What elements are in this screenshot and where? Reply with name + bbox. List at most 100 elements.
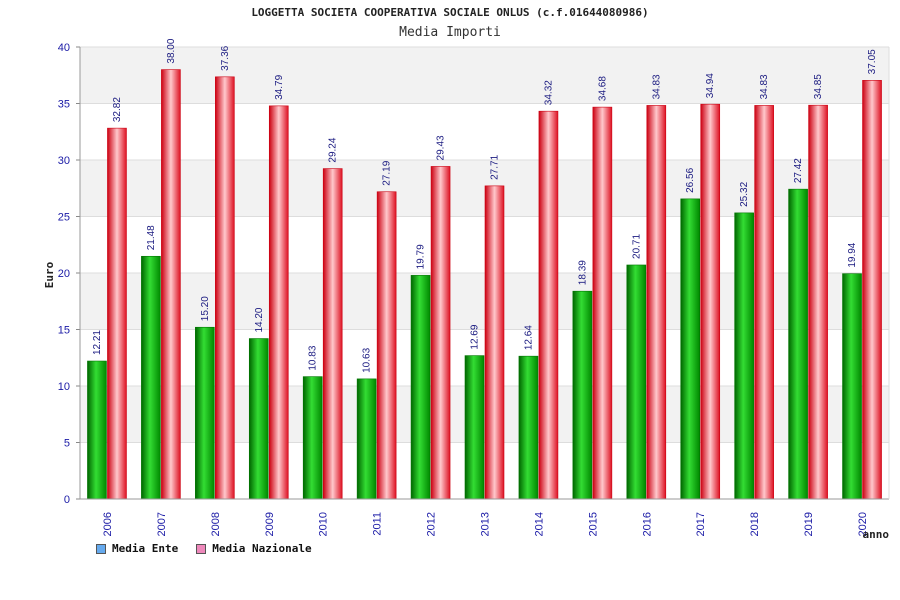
x-tick-label-2011: 2011	[372, 512, 384, 536]
bar-media-nazionale-2012	[430, 166, 451, 500]
data-label-media-ente-2011: 10.63	[362, 347, 373, 372]
data-label-media-ente-2017: 26.56	[685, 167, 696, 192]
legend: Media Ente Media Nazionale	[96, 542, 312, 555]
data-label-media-ente-2006: 12.21	[92, 330, 103, 355]
bar-media-ente-2020	[842, 273, 862, 500]
bar-media-nazionale-2018	[754, 105, 774, 500]
x-tick-label-2007: 2007	[156, 512, 168, 536]
x-tick-label-2010: 2010	[318, 512, 330, 536]
x-tick-label-2017: 2017	[695, 512, 707, 536]
bar-media-nazionale-2020	[862, 80, 882, 500]
legend-swatch-media-ente	[96, 543, 106, 554]
y-tick-label: 40	[58, 42, 70, 54]
bar-media-ente-2008	[195, 326, 215, 500]
bar-media-ente-2017	[680, 198, 701, 500]
grid-band	[80, 160, 889, 217]
x-tick-label-2019: 2019	[803, 512, 815, 536]
y-tick-label: 30	[58, 155, 70, 167]
bar-media-nazionale-2015	[592, 106, 613, 500]
bar-media-ente-2016	[626, 264, 647, 500]
chart-title: LOGGETTA SOCIETA COOPERATIVA SOCIALE ONL…	[251, 6, 649, 19]
data-label-media-nazionale-2014: 34.32	[543, 80, 554, 105]
grid-band	[80, 386, 889, 443]
bar-media-nazionale-2011	[376, 191, 397, 500]
data-label-media-nazionale-2010: 29.24	[328, 137, 339, 162]
x-tick-label-2013: 2013	[480, 512, 492, 536]
bar-media-nazionale-2009	[268, 105, 289, 500]
bar-media-ente-2019	[788, 188, 808, 500]
bar-media-ente-2018	[734, 212, 754, 500]
data-label-media-nazionale-2020: 37.05	[867, 49, 878, 74]
data-label-media-ente-2012: 19.79	[416, 244, 427, 269]
bar-media-nazionale-2017	[700, 103, 721, 500]
data-label-media-ente-2008: 15.20	[200, 296, 211, 321]
legend-item-media-nazionale: Media Nazionale	[196, 542, 312, 555]
x-tick-label-2006: 2006	[102, 512, 114, 536]
data-label-media-nazionale-2007: 38.00	[166, 38, 177, 63]
x-tick-label-2014: 2014	[533, 512, 545, 536]
y-tick-label: 10	[58, 381, 70, 393]
data-label-media-nazionale-2017: 34.94	[705, 73, 716, 98]
bar-media-ente-2012	[410, 275, 431, 500]
x-tick-label-2009: 2009	[264, 512, 276, 536]
y-axis-label: Euro	[43, 261, 56, 288]
x-tick-label-2015: 2015	[587, 512, 599, 536]
grid-band	[80, 273, 889, 330]
bar-media-ente-2007	[141, 255, 161, 500]
y-tick-label: 35	[58, 99, 70, 111]
bar-media-ente-2013	[464, 355, 485, 500]
data-label-media-nazionale-2011: 27.19	[382, 160, 393, 185]
x-tick-label-2020: 2020	[857, 512, 869, 536]
bar-media-ente-2009	[248, 338, 269, 500]
x-tick-label-2016: 2016	[641, 512, 653, 536]
data-label-media-nazionale-2016: 34.83	[651, 74, 662, 99]
data-label-media-nazionale-2012: 29.43	[436, 135, 447, 160]
bar-media-ente-2015	[572, 290, 593, 500]
data-label-media-ente-2018: 25.32	[739, 181, 750, 206]
data-label-media-ente-2009: 14.20	[254, 307, 265, 332]
data-label-media-ente-2013: 12.69	[470, 324, 481, 349]
y-tick-label: 5	[64, 438, 70, 450]
bar-media-nazionale-2008	[215, 76, 235, 500]
legend-item-media-ente: Media Ente	[96, 542, 178, 555]
legend-swatch-media-nazionale	[196, 543, 207, 554]
data-label-media-nazionale-2015: 34.68	[597, 76, 608, 101]
bar-media-ente-2011	[356, 378, 377, 500]
x-tick-label-2018: 2018	[749, 512, 761, 536]
data-label-media-nazionale-2009: 34.79	[274, 74, 285, 99]
data-label-media-ente-2016: 20.71	[631, 234, 642, 259]
x-tick-label-2012: 2012	[426, 512, 438, 536]
bar-media-ente-2014	[518, 355, 539, 500]
legend-label-media-nazionale: Media Nazionale	[212, 542, 312, 555]
data-label-media-ente-2019: 27.42	[793, 158, 804, 183]
data-label-media-nazionale-2013: 27.71	[490, 154, 501, 179]
data-label-media-ente-2014: 12.64	[523, 325, 534, 350]
x-tick-label-2008: 2008	[210, 512, 222, 536]
bar-media-nazionale-2016	[646, 105, 667, 500]
x-axis-label: anno	[863, 528, 890, 541]
bar-media-nazionale-2006	[107, 127, 127, 500]
y-tick-label: 20	[58, 268, 70, 280]
legend-label-media-ente: Media Ente	[112, 542, 179, 555]
data-label-media-ente-2015: 18.39	[577, 260, 588, 285]
bar-media-nazionale-2007	[161, 69, 181, 500]
data-label-media-nazionale-2008: 37.36	[220, 45, 231, 70]
bar-media-nazionale-2010	[322, 168, 343, 500]
data-label-media-ente-2010: 10.83	[308, 345, 319, 370]
bar-media-nazionale-2013	[484, 185, 505, 500]
grid-band	[80, 47, 889, 104]
data-label-media-nazionale-2006: 32.82	[112, 97, 123, 122]
y-tick-label: 15	[58, 325, 70, 337]
chart-subtitle: Media Importi	[399, 25, 501, 40]
bar-media-nazionale-2014	[538, 110, 559, 500]
data-label-media-nazionale-2018: 34.83	[759, 74, 770, 99]
data-label-media-ente-2007: 21.48	[146, 225, 157, 250]
y-tick-label: 0	[64, 494, 70, 506]
y-tick-label: 25	[58, 212, 70, 224]
data-label-media-ente-2020: 19.94	[847, 242, 858, 267]
data-label-media-nazionale-2019: 34.85	[813, 74, 824, 99]
bar-media-nazionale-2019	[808, 104, 828, 500]
bar-media-ente-2010	[302, 376, 323, 500]
bar-media-ente-2006	[87, 360, 107, 500]
